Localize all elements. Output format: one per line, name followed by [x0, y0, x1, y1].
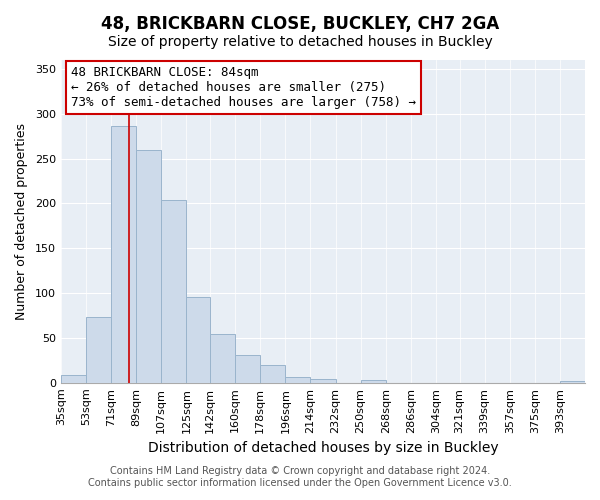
Bar	[260, 365, 286, 383]
Text: Contains HM Land Registry data © Crown copyright and database right 2024.
Contai: Contains HM Land Registry data © Crown c…	[88, 466, 512, 487]
Text: 48 BRICKBARN CLOSE: 84sqm
← 26% of detached houses are smaller (275)
73% of semi: 48 BRICKBARN CLOSE: 84sqm ← 26% of detac…	[71, 66, 416, 110]
X-axis label: Distribution of detached houses by size in Buckley: Distribution of detached houses by size …	[148, 441, 498, 455]
Bar	[86, 318, 111, 383]
Bar	[560, 381, 585, 383]
Bar	[210, 334, 235, 383]
Bar	[136, 150, 161, 383]
Bar	[361, 380, 386, 383]
Bar	[286, 376, 310, 383]
Bar	[111, 126, 136, 383]
Bar	[235, 355, 260, 383]
Bar	[161, 200, 187, 383]
Bar	[310, 379, 335, 383]
Bar	[61, 374, 86, 383]
Text: 48, BRICKBARN CLOSE, BUCKLEY, CH7 2GA: 48, BRICKBARN CLOSE, BUCKLEY, CH7 2GA	[101, 15, 499, 33]
Y-axis label: Number of detached properties: Number of detached properties	[15, 123, 28, 320]
Bar	[187, 296, 210, 383]
Text: Size of property relative to detached houses in Buckley: Size of property relative to detached ho…	[107, 35, 493, 49]
